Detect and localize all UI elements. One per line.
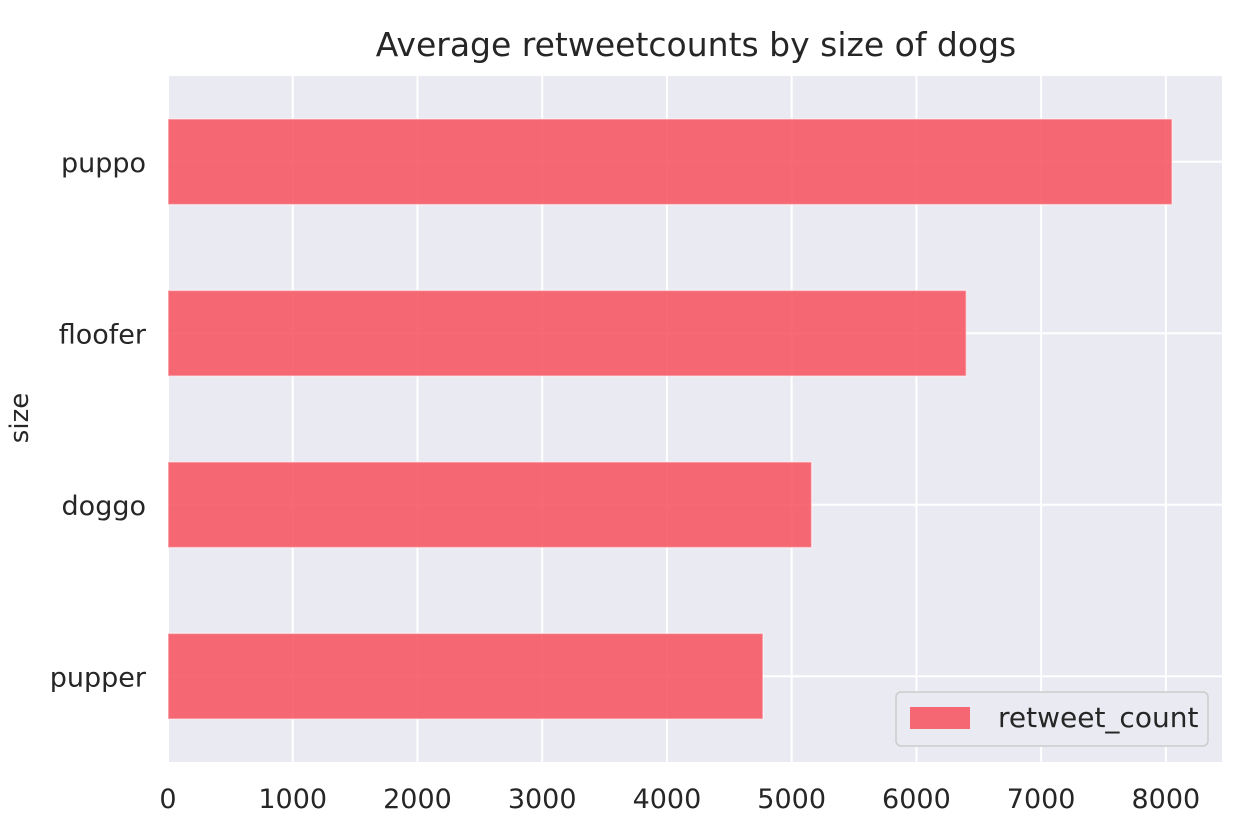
legend: retweet_count	[895, 691, 1209, 747]
bars	[167, 118, 1173, 720]
x-tick-label: 3000	[508, 784, 577, 815]
bar-puppo	[167, 118, 1173, 206]
bar-doggo	[167, 461, 813, 549]
x-tick-label: 0	[159, 784, 176, 815]
y-tick-label: puppo	[61, 148, 146, 179]
y-tick-label: floofer	[59, 319, 147, 350]
x-tick-label: 7000	[1007, 784, 1076, 815]
y-tick-label: pupper	[50, 662, 147, 693]
legend-box	[895, 691, 1209, 747]
chart-title: Average retweetcounts by size of dogs	[376, 25, 1016, 64]
x-tick-label: 4000	[633, 784, 702, 815]
y-axis-label: size	[5, 393, 35, 443]
legend-swatch	[910, 707, 970, 729]
bar-floofer	[167, 289, 968, 377]
bar-pupper	[167, 632, 764, 720]
x-tick-label: 1000	[258, 784, 327, 815]
x-tick-label: 2000	[383, 784, 452, 815]
x-tick-label: 5000	[757, 784, 826, 815]
x-tick-label: 8000	[1132, 784, 1201, 815]
x-tick-label: 6000	[882, 784, 951, 815]
y-axis-ticks: pupper doggo floofer puppo	[50, 148, 147, 694]
y-tick-label: doggo	[62, 491, 146, 522]
legend-label: retweet_count	[998, 701, 1198, 734]
x-axis-ticks: 0 1000 2000 3000 4000 5000 6000 7000 8000	[159, 784, 1200, 815]
